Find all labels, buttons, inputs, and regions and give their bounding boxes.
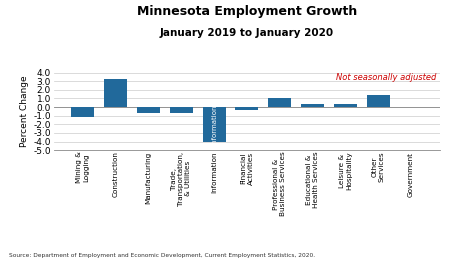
Bar xyxy=(71,107,94,117)
Bar xyxy=(301,104,324,107)
Text: Minnesota Employment Growth: Minnesota Employment Growth xyxy=(137,5,357,18)
Bar xyxy=(104,80,127,107)
Bar xyxy=(367,95,390,107)
Bar xyxy=(235,107,259,110)
Text: Source: Department of Employment and Economic Development, Current Employment St: Source: Department of Employment and Eco… xyxy=(9,253,315,258)
Bar xyxy=(334,104,357,107)
Y-axis label: Percent Change: Percent Change xyxy=(20,76,29,147)
Bar xyxy=(202,107,226,142)
Text: Information: Information xyxy=(211,104,217,145)
Text: January 2019 to January 2020: January 2019 to January 2020 xyxy=(160,28,334,39)
Bar xyxy=(268,98,291,107)
Bar xyxy=(170,107,193,113)
Text: Not seasonally adjusted: Not seasonally adjusted xyxy=(336,73,436,82)
Bar xyxy=(137,107,160,113)
